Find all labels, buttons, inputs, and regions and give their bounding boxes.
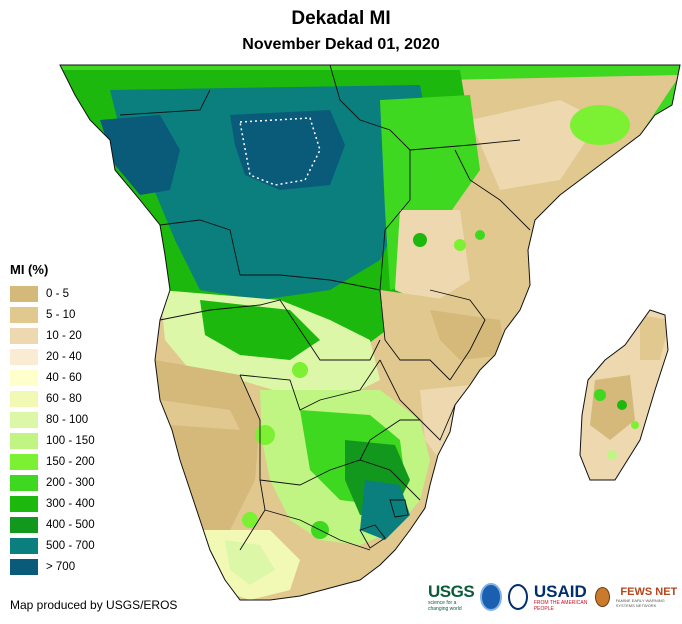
- fews-globe-icon: [594, 587, 610, 607]
- legend-swatch: [10, 474, 38, 491]
- legend-swatch: [10, 516, 38, 533]
- legend-swatch: [10, 285, 38, 302]
- usgs-logo: USGS science for a changing world: [428, 582, 475, 612]
- legend-swatch: [10, 432, 38, 449]
- map-subtitle: November Dekad 01, 2020: [242, 36, 440, 53]
- mainland-africa: [60, 65, 680, 600]
- partner-logos: USGS science for a changing world USAID …: [428, 582, 682, 612]
- legend-row: 400 - 500: [10, 514, 95, 535]
- legend-label: 100 - 150: [46, 434, 95, 447]
- legend-row: 100 - 150: [10, 430, 95, 451]
- moisture-index-map: [59, 64, 681, 601]
- legend-row: 200 - 300: [10, 472, 95, 493]
- legend-label: 500 - 700: [46, 539, 95, 552]
- legend-row: 40 - 60: [10, 367, 95, 388]
- legend-swatch: [10, 348, 38, 365]
- legend-row: 300 - 400: [10, 493, 95, 514]
- map-title: Dekadal MI: [291, 8, 391, 29]
- legend-label: 60 - 80: [46, 392, 82, 405]
- legend-row: > 700: [10, 556, 95, 577]
- legend-label: 400 - 500: [46, 518, 95, 531]
- usaid-seal-icon: [507, 584, 528, 610]
- map-credit: Map produced by USGS/EROS: [10, 598, 178, 612]
- legend-swatch: [10, 558, 38, 575]
- legend-swatch: [10, 537, 38, 554]
- legend-row: 150 - 200: [10, 451, 95, 472]
- legend: MI (%) 0 - 5 5 - 10 10 - 20 20 - 40 40 - 60 6…: [10, 262, 95, 577]
- legend-swatch: [10, 411, 38, 428]
- legend-label: 200 - 300: [46, 476, 95, 489]
- madagascar: [580, 310, 668, 480]
- legend-swatch: [10, 327, 38, 344]
- legend-label: 40 - 60: [46, 371, 82, 384]
- noaa-logo-icon: [480, 583, 502, 611]
- legend-row: 80 - 100: [10, 409, 95, 430]
- usaid-logo: USAID FROM THE AMERICAN PEOPLE: [534, 582, 589, 612]
- legend-row: 10 - 20: [10, 325, 95, 346]
- legend-row: 5 - 10: [10, 304, 95, 325]
- legend-title: MI (%): [10, 262, 49, 277]
- legend-label: 10 - 20: [46, 329, 82, 342]
- legend-swatch: [10, 306, 38, 323]
- usaid-logo-text: USAID: [533, 582, 587, 601]
- fews-logo-text: FEWS NET: [620, 586, 678, 598]
- legend-label: 20 - 40: [46, 350, 82, 363]
- usaid-tagline: FROM THE AMERICAN PEOPLE: [533, 600, 588, 612]
- legend-label: 80 - 100: [46, 413, 89, 426]
- usgs-logo-text: USGS: [428, 582, 475, 601]
- legend-row: 500 - 700: [10, 535, 95, 556]
- usgs-tagline: science for a changing world: [428, 600, 462, 612]
- legend-label: > 700: [46, 560, 76, 573]
- fews-tagline: FAMINE EARLY WARNING SYSTEMS NETWORK: [615, 598, 665, 608]
- country-borders: [119, 64, 531, 551]
- legend-swatch: [10, 495, 38, 512]
- legend-row: 20 - 40: [10, 346, 95, 367]
- madagascar-coastline: [579, 309, 669, 481]
- legend-items: 0 - 5 5 - 10 10 - 20 20 - 40 40 - 60 60 - 80 8…: [10, 283, 95, 577]
- legend-row: 0 - 5: [10, 283, 95, 304]
- legend-swatch: [10, 369, 38, 386]
- legend-row: 60 - 80: [10, 388, 95, 409]
- legend-label: 150 - 200: [46, 455, 95, 468]
- fews-net-logo: FEWS NET FAMINE EARLY WARNING SYSTEMS NE…: [616, 586, 682, 608]
- legend-swatch: [10, 390, 38, 407]
- legend-swatch: [10, 453, 38, 470]
- legend-label: 5 - 10: [46, 308, 76, 321]
- legend-label: 300 - 400: [46, 497, 95, 510]
- coastline: [59, 64, 681, 601]
- legend-label: 0 - 5: [46, 287, 70, 300]
